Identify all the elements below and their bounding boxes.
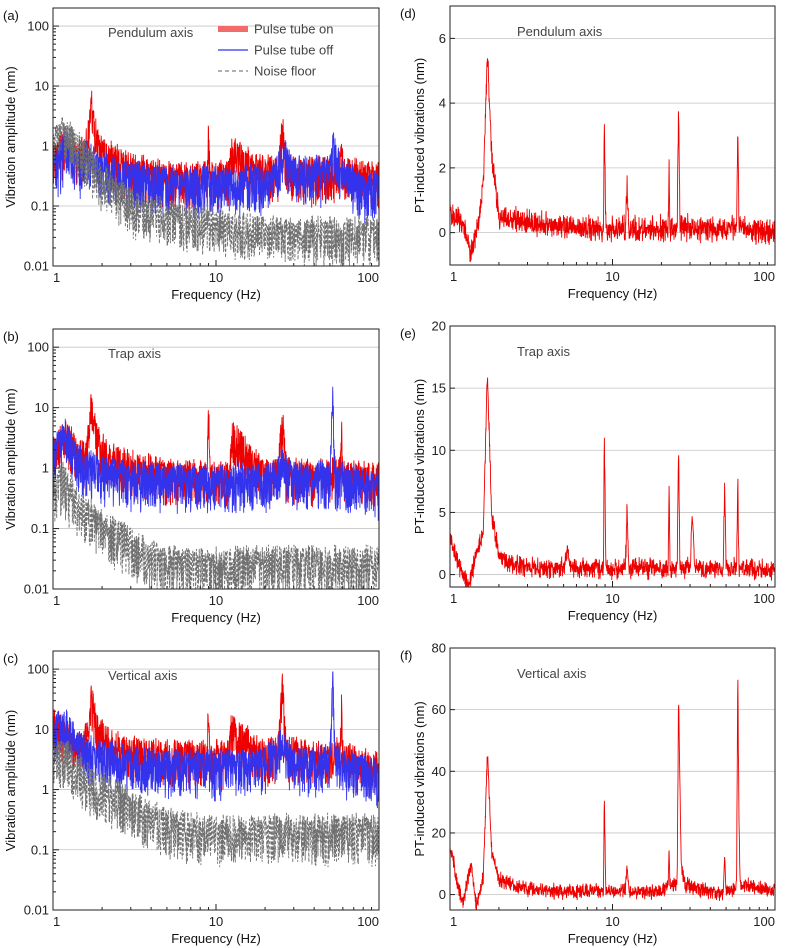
y-tick-label-a-2: 1	[42, 139, 49, 154]
y-tick-label-d-1: 2	[439, 160, 446, 175]
x-tick-label-a-2: 100	[357, 270, 379, 285]
y-tick-label-e-2: 10	[432, 443, 446, 458]
panel-label-c: (c)	[3, 651, 18, 666]
y-tick-label-b-1: 0.1	[31, 521, 49, 536]
x-tick-label-a-1: 10	[209, 270, 223, 285]
x-tick-label-a-0: 1	[53, 270, 60, 285]
x-axis-label-f: Frequency (Hz)	[568, 931, 658, 946]
y-tick-label-c-3: 10	[35, 722, 49, 737]
y-axis-label-e: PT-induced vibrations (nm)	[412, 379, 427, 534]
y-tick-label-d-3: 6	[439, 31, 446, 46]
x-tick-label-f-1: 10	[605, 914, 619, 929]
x-tick-label-b-0: 1	[53, 593, 60, 608]
annotation-a: Pendulum axis	[108, 25, 194, 40]
y-axis-label-d: PT-induced vibrations (nm)	[412, 58, 427, 213]
annotation-f: Vertical axis	[517, 666, 587, 681]
x-tick-label-d-2: 100	[753, 269, 775, 284]
series-line-b-1	[53, 386, 379, 521]
series-line-c-2	[53, 739, 379, 868]
y-tick-label-b-0: 0.01	[24, 582, 49, 597]
series-line-d-0	[450, 58, 775, 263]
annotation-e: Trap axis	[517, 344, 570, 359]
x-tick-label-c-1: 10	[209, 914, 223, 929]
y-tick-label-a-4: 100	[27, 19, 49, 34]
y-tick-label-f-4: 80	[432, 641, 446, 656]
plot-frame-f	[449, 647, 776, 911]
panel-c: 1 10 100 0.01 0.1 1 10 100 Frequency (Hz) Vibrati…	[3, 650, 380, 946]
x-tick-label-e-2: 100	[753, 591, 775, 606]
series-line-c-1	[53, 671, 379, 809]
x-tick-label-f-2: 100	[753, 914, 775, 929]
y-tick-label-f-3: 60	[432, 702, 446, 717]
x-tick-label-d-0: 1	[450, 269, 457, 284]
y-tick-label-b-3: 10	[35, 400, 49, 415]
y-tick-label-b-4: 100	[27, 340, 49, 355]
y-tick-label-b-2: 1	[42, 461, 49, 476]
x-tick-label-d-1: 10	[605, 269, 619, 284]
legend-a: Pulse tube on Pulse tube off Noise floor	[218, 22, 334, 79]
y-tick-label-f-1: 20	[432, 825, 446, 840]
x-tick-label-f-0: 1	[450, 914, 457, 929]
y-tick-label-a-3: 10	[35, 79, 49, 94]
panel-label-d: (d)	[400, 6, 416, 21]
y-axis-label-a: Vibration amplitude (nm)	[3, 66, 18, 207]
y-axis-label-f: PT-induced vibrations (nm)	[412, 701, 427, 856]
y-tick-label-f-2: 40	[432, 764, 446, 779]
legend-label-2: Noise floor	[254, 64, 317, 79]
series-line-e-0	[450, 377, 775, 587]
x-axis-label-c: Frequency (Hz)	[171, 931, 261, 946]
x-axis-label-d: Frequency (Hz)	[568, 286, 658, 301]
y-tick-label-e-4: 20	[432, 319, 446, 334]
y-tick-label-e-0: 0	[439, 567, 446, 582]
x-tick-label-b-1: 10	[209, 593, 223, 608]
y-tick-label-c-1: 0.1	[31, 842, 49, 857]
y-tick-label-d-0: 0	[439, 225, 446, 240]
x-axis-label-a: Frequency (Hz)	[171, 287, 261, 302]
y-tick-label-f-0: 0	[439, 887, 446, 902]
legend-label-0: Pulse tube on	[254, 22, 334, 37]
legend-label-1: Pulse tube off	[254, 43, 334, 58]
x-tick-label-b-2: 100	[357, 593, 379, 608]
y-tick-label-d-2: 4	[439, 96, 446, 111]
panel-e: 1 10 100 0 5 10 15 20 Frequency (Hz) PT-induced v…	[400, 319, 776, 623]
y-axis-label-c: Vibration amplitude (nm)	[3, 710, 18, 851]
panel-label-a: (a)	[3, 8, 19, 23]
y-tick-label-e-1: 5	[439, 505, 446, 520]
panel-f: 1 10 100 0 20 40 60 80 Frequency (Hz) PT-induced …	[400, 641, 776, 946]
x-axis-label-b: Frequency (Hz)	[171, 610, 261, 625]
y-axis-label-b: Vibration amplitude (nm)	[3, 388, 18, 529]
panel-label-e: (e)	[400, 326, 416, 341]
annotation-b: Trap axis	[108, 346, 161, 361]
panel-b: 1 10 100 0.01 0.1 1 10 100 Frequency (Hz) Vibrati…	[3, 328, 380, 625]
annotation-d: Pendulum axis	[517, 24, 603, 39]
x-tick-label-c-0: 1	[53, 914, 60, 929]
x-tick-label-e-1: 10	[605, 591, 619, 606]
panel-d: 1 10 100 0 2 4 6 Frequency (Hz) PT-induced vibra…	[400, 5, 776, 301]
y-tick-label-c-4: 100	[27, 662, 49, 677]
panel-a: 1 10 100 0.01 0.1 1 10 100 Frequency (Hz) Vibrati…	[3, 7, 380, 302]
series-line-b-2	[53, 461, 379, 589]
series-line-a-2	[53, 116, 379, 266]
annotation-c: Vertical axis	[108, 668, 178, 683]
panel-label-f: (f)	[400, 648, 412, 663]
x-tick-label-c-2: 100	[357, 914, 379, 929]
y-tick-label-c-0: 0.01	[24, 903, 49, 918]
y-tick-label-c-2: 1	[42, 782, 49, 797]
series-line-f-0	[450, 679, 775, 910]
panel-label-b: (b)	[3, 329, 19, 344]
y-tick-label-a-0: 0.01	[24, 259, 49, 274]
y-tick-label-a-1: 0.1	[31, 199, 49, 214]
x-tick-label-e-0: 1	[450, 591, 457, 606]
series-line-a-1	[53, 129, 379, 224]
y-tick-label-e-3: 15	[432, 381, 446, 396]
x-axis-label-e: Frequency (Hz)	[568, 608, 658, 623]
